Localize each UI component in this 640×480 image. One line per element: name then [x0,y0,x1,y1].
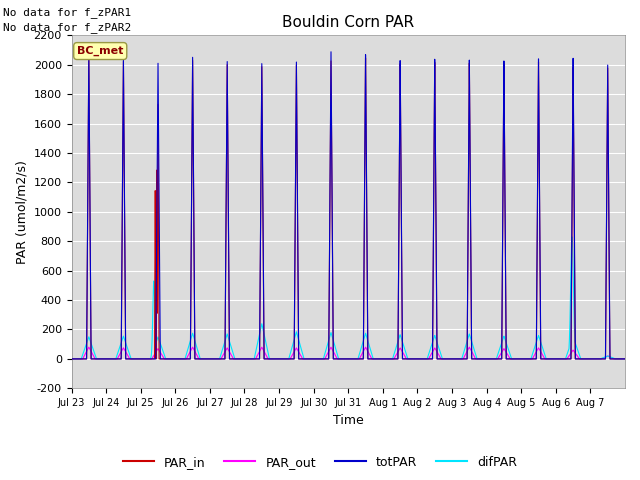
Text: BC_met: BC_met [77,46,124,56]
Title: Bouldin Corn PAR: Bouldin Corn PAR [282,15,414,30]
Text: No data for f_zPAR2: No data for f_zPAR2 [3,22,131,33]
Text: No data for f_zPAR1: No data for f_zPAR1 [3,7,131,18]
X-axis label: Time: Time [333,414,364,427]
Y-axis label: PAR (umol/m2/s): PAR (umol/m2/s) [15,160,28,264]
Legend: PAR_in, PAR_out, totPAR, difPAR: PAR_in, PAR_out, totPAR, difPAR [118,451,522,474]
